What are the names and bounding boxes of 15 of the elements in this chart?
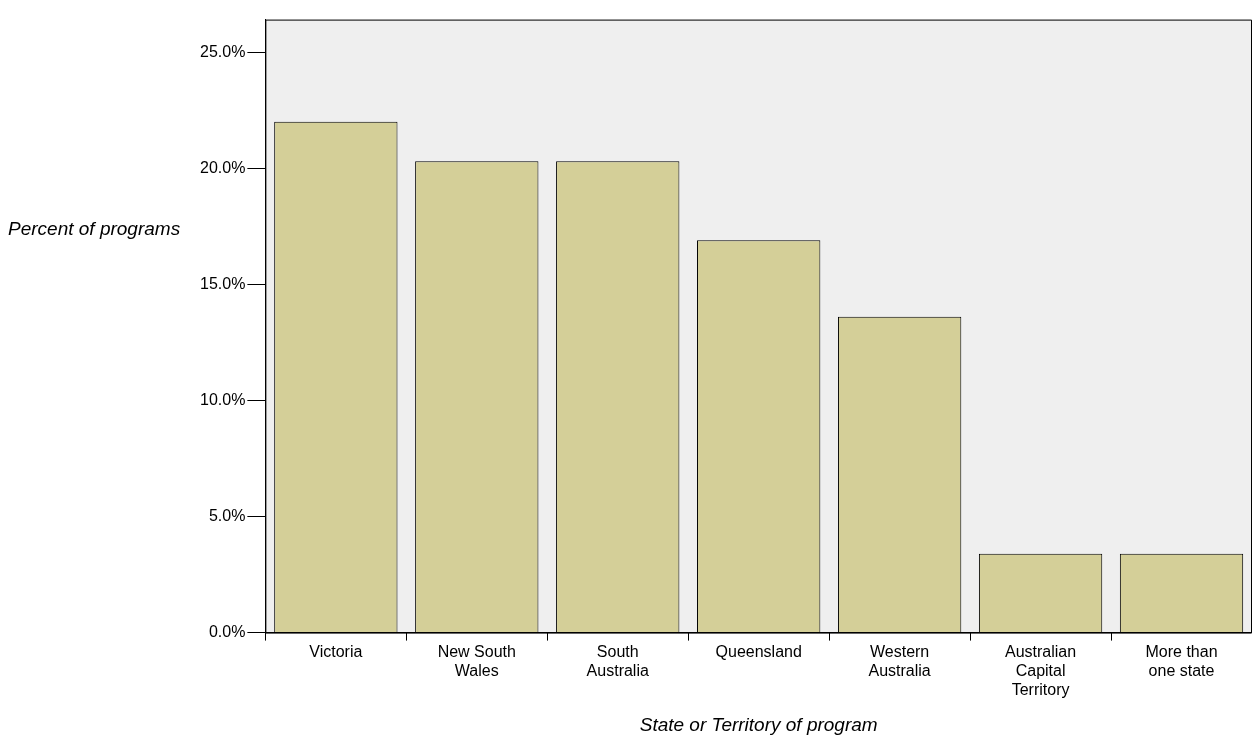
x-tick-label: More than one state — [1145, 642, 1218, 679]
y-tick-label: 20.0% — [199, 158, 246, 176]
x-tick-label: South Australia — [586, 642, 649, 679]
y-tick-label: 0.0% — [208, 623, 246, 641]
x-tick-label: Western Australia — [868, 642, 931, 679]
y-tick-label: 15.0% — [199, 274, 246, 292]
x-tick-label: Queensland — [715, 642, 802, 660]
y-tick-label: 10.0% — [199, 390, 246, 408]
x-axis-title: State or Territory of program — [639, 713, 878, 735]
x-tick-label: Australian Capital Territory — [1005, 642, 1077, 699]
x-tick-label: New South Wales — [437, 642, 516, 679]
y-tick-label: 5.0% — [208, 506, 246, 524]
x-tick-label: Victoria — [309, 642, 363, 660]
y-axis-title: Percent of programs — [8, 218, 181, 240]
y-tick-label: 25.0% — [199, 42, 246, 60]
